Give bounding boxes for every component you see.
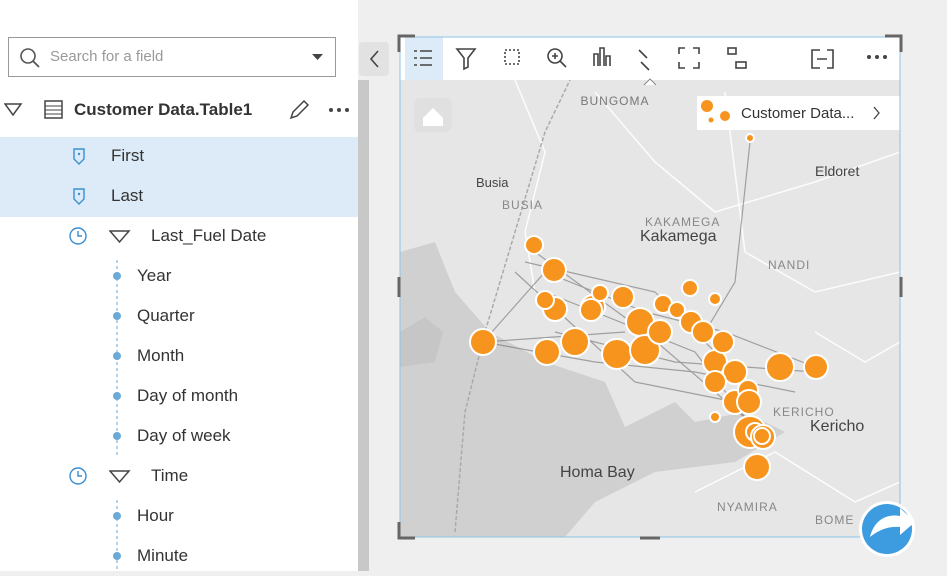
field-row[interactable]: Day of week <box>0 416 358 456</box>
field-label: Year <box>137 266 172 285</box>
collapse-pane-button[interactable] <box>359 42 389 76</box>
collapse-icon[interactable] <box>4 102 24 118</box>
map-label: Homa Bay <box>560 464 635 481</box>
timeline-dot <box>113 512 121 520</box>
timeline <box>116 260 118 571</box>
expand-icon[interactable] <box>109 470 131 484</box>
chart-tool[interactable] <box>593 47 611 66</box>
more-icon[interactable] <box>328 107 350 113</box>
expand-tool[interactable] <box>678 47 700 69</box>
selection-bg <box>0 137 358 217</box>
field-label: First <box>111 146 145 165</box>
map-label: KAKAMEGA <box>645 215 720 229</box>
field-row[interactable]: Last <box>0 176 358 216</box>
clock-icon <box>69 467 87 485</box>
field-row[interactable]: Last_Fuel Date <box>0 216 358 256</box>
more-menu[interactable] <box>867 55 887 59</box>
field-label: Time <box>151 466 189 485</box>
field-row[interactable]: Quarter <box>0 296 358 336</box>
edit-icon[interactable] <box>288 99 310 121</box>
search-placeholder: Search for a field <box>50 48 164 65</box>
timeline-dot <box>113 272 121 280</box>
map-label: NANDI <box>768 258 810 272</box>
field-label: Minute <box>137 546 189 565</box>
map-card: BUNGOMA Eldoret Busia BUSIA KAKAMEGA Kak… <box>397 34 915 557</box>
field-row[interactable]: Year <box>0 256 358 296</box>
field-row[interactable]: Month <box>0 336 358 376</box>
clock-icon <box>69 227 87 245</box>
field-row[interactable]: Time <box>0 456 358 496</box>
field-row[interactable]: First <box>0 136 358 176</box>
search-box[interactable]: Search for a field <box>8 37 336 77</box>
field-row[interactable]: Hour <box>0 496 358 536</box>
zoom-tool[interactable] <box>547 48 563 64</box>
field-label: Last_Fuel Date <box>151 226 267 245</box>
legend-label: Customer Data... <box>741 105 854 122</box>
map-label: Eldoret <box>815 163 859 179</box>
search-icon <box>20 48 40 68</box>
data-pane: Search for a field Customer Data.Table1 … <box>0 0 358 571</box>
location-icon <box>73 188 85 205</box>
map-label: NYAMIRA <box>717 500 778 514</box>
field-label: Day of week <box>137 426 231 445</box>
legend[interactable] <box>697 96 900 130</box>
link-tool[interactable] <box>638 49 650 71</box>
map-label: Busia <box>476 175 509 190</box>
map-label: BUNGOMA <box>580 94 649 108</box>
field-label: Hour <box>137 506 174 525</box>
field-row[interactable]: Minute <box>0 536 358 576</box>
map-label: KERICHO <box>773 405 835 419</box>
map-label: BOME <box>815 513 854 527</box>
select-tool[interactable] <box>504 49 520 65</box>
scrollbar[interactable] <box>358 80 369 571</box>
map-label: Kericho <box>810 418 864 435</box>
expand-icon[interactable] <box>109 230 131 244</box>
dropdown-arrow <box>312 54 323 60</box>
pin-tool[interactable] <box>811 49 834 69</box>
map-label: Kakamega <box>640 228 717 245</box>
dataset-row[interactable]: Customer Data.Table1 <box>0 90 358 130</box>
location-icon <box>73 148 85 165</box>
filter-tool[interactable] <box>455 48 477 71</box>
field-label: Month <box>137 346 185 365</box>
timeline-dot <box>113 392 121 400</box>
table-icon <box>44 100 63 119</box>
field-label: Day of month <box>137 386 239 405</box>
field-label: Last <box>111 186 144 205</box>
map-label: BUSIA <box>502 198 543 212</box>
field-row[interactable]: Day of month <box>0 376 358 416</box>
field-label: Quarter <box>137 306 195 325</box>
flip-tool[interactable] <box>727 47 737 55</box>
dataset-title: Customer Data.Table1 <box>74 100 253 119</box>
